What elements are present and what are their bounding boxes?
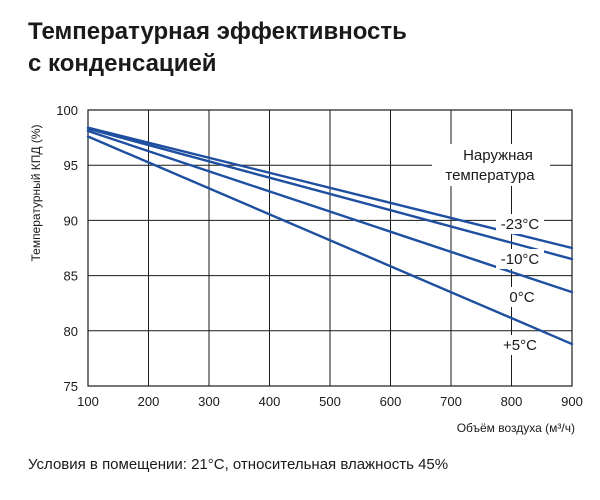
x-tick-label: 700 — [440, 394, 462, 409]
series-labels: -23°C -10°C 0°C +5°C — [432, 144, 550, 355]
legend-title-background — [432, 144, 550, 186]
series-label: +5°C — [503, 337, 537, 354]
x-tick-label: 100 — [77, 394, 99, 409]
y-tick-label: 90 — [64, 213, 78, 228]
series-line — [86, 135, 574, 346]
series-line — [86, 126, 574, 250]
y-tick-label: 95 — [64, 158, 78, 173]
series-label-background — [496, 214, 544, 234]
x-tick-label: 600 — [380, 394, 402, 409]
y-tick-label: 100 — [56, 103, 78, 118]
y-tick-label: 75 — [64, 379, 78, 394]
x-tick-label: 500 — [319, 394, 341, 409]
x-tick-label: 900 — [561, 394, 583, 409]
x-tick-label: 300 — [198, 394, 220, 409]
y-axis-label: Температурный КПД (%) — [29, 124, 43, 261]
series-label: -10°C — [501, 251, 540, 268]
series-line — [86, 129, 574, 294]
chart-title-line-2: с конденсацией — [28, 50, 217, 77]
series-label-background — [496, 249, 544, 269]
series-label-background — [498, 287, 546, 307]
series-label-background — [496, 335, 544, 355]
series-label: -23°C — [501, 216, 540, 233]
x-axis-label: Объём воздуха (м³/ч) — [457, 421, 575, 435]
chart-title: Температурная эффективность с конденсаци… — [28, 16, 407, 80]
x-axis-ticks: 100 200 300 400 500 600 700 800 900 — [77, 394, 583, 409]
legend-title-line-2: температура — [445, 167, 535, 184]
chart-series — [86, 126, 574, 346]
legend-title-line-1: Наружная — [463, 147, 533, 164]
series-label: 0°C — [509, 289, 534, 306]
x-tick-label: 400 — [259, 394, 281, 409]
x-tick-label: 200 — [138, 394, 160, 409]
footnote: Условия в помещении: 21°C, относительная… — [28, 456, 449, 473]
chart-title-line-1: Температурная эффективность — [28, 18, 407, 45]
y-tick-label: 85 — [64, 269, 78, 284]
y-tick-label: 80 — [64, 324, 78, 339]
series-line — [86, 127, 574, 261]
x-tick-label: 800 — [501, 394, 523, 409]
y-axis-ticks: 75 80 85 90 95 100 — [56, 103, 78, 394]
line-chart: 100 200 300 400 500 600 700 800 900 75 80 85 90 95 10… — [29, 103, 583, 435]
